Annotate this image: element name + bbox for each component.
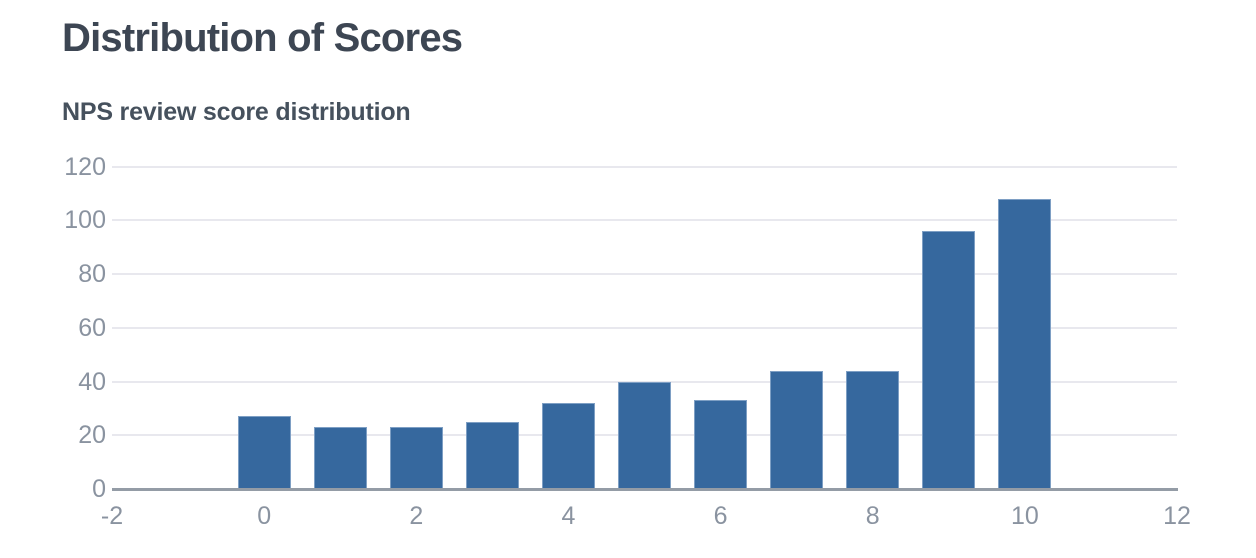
bar-score-5 bbox=[618, 381, 671, 489]
bar-score-7 bbox=[770, 370, 824, 489]
x-tick-label: 2 bbox=[409, 502, 424, 530]
y-tick-label: 0 bbox=[92, 475, 106, 503]
gridline-y-100 bbox=[112, 219, 1177, 222]
y-tick-label: 40 bbox=[78, 367, 106, 396]
bar-score-3 bbox=[465, 421, 519, 489]
x-tick-label: 6 bbox=[713, 502, 728, 530]
y-tick-label: 20 bbox=[78, 421, 106, 450]
y-tick-label: 100 bbox=[64, 206, 106, 235]
bar-score-0 bbox=[237, 416, 291, 489]
bar-score-2 bbox=[389, 427, 443, 489]
bar-score-4 bbox=[541, 403, 595, 489]
bar-score-8 bbox=[846, 370, 900, 489]
chart-subtitle: NPS review score distribution bbox=[62, 98, 411, 126]
x-tick-label: 4 bbox=[561, 502, 576, 530]
x-tick-label: -2 bbox=[100, 502, 124, 530]
gridline-y-60 bbox=[112, 326, 1177, 329]
x-axis-line bbox=[112, 488, 1178, 491]
bar-score-6 bbox=[694, 400, 748, 489]
gridline-y-80 bbox=[112, 273, 1177, 275]
y-tick-label: 120 bbox=[64, 152, 106, 181]
bar-score-1 bbox=[313, 427, 367, 489]
page-title: Distribution of Scores bbox=[62, 16, 463, 60]
bar-score-10 bbox=[998, 198, 1052, 489]
gridline-y-120 bbox=[112, 165, 1177, 168]
x-tick-label: 10 bbox=[1010, 502, 1039, 530]
x-tick-label: 12 bbox=[1163, 502, 1191, 530]
y-tick-label: 60 bbox=[78, 313, 106, 342]
x-tick-label: 0 bbox=[257, 502, 272, 530]
x-tick-label: 8 bbox=[865, 502, 880, 530]
y-tick-label: 80 bbox=[78, 260, 106, 288]
bar-score-9 bbox=[922, 231, 976, 489]
